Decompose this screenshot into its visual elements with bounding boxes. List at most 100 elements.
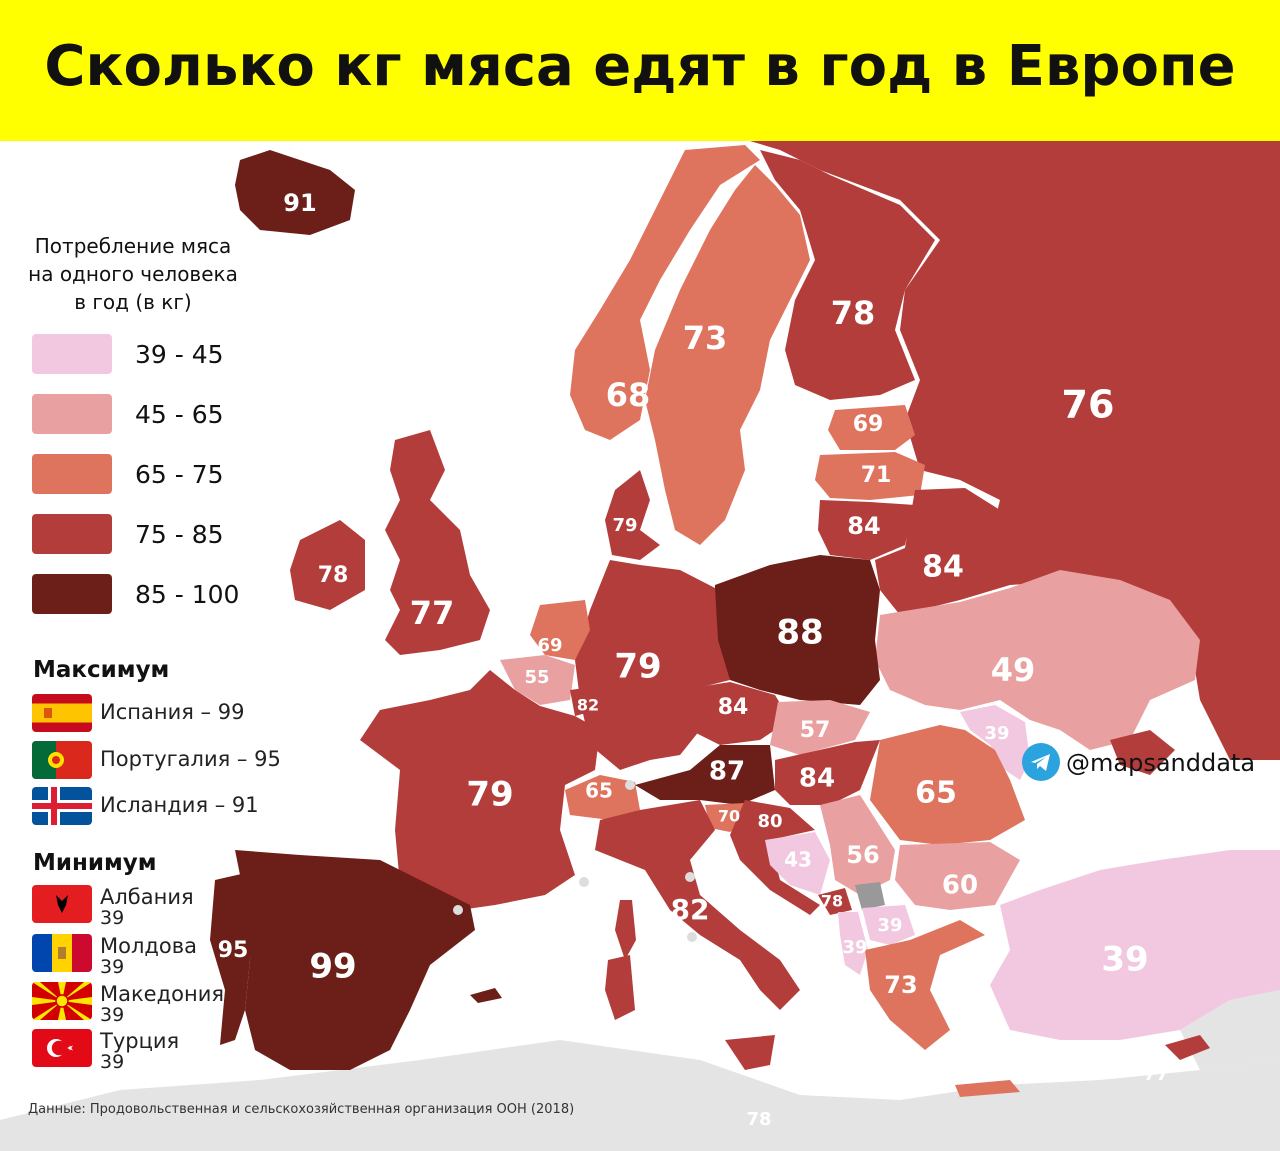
value-russia: 76 xyxy=(1062,383,1115,427)
moldova-flag-icon xyxy=(32,934,92,972)
source-note: Данные: Продовольственная и сельскохозяй… xyxy=(28,1102,575,1117)
country-romania xyxy=(870,725,1025,845)
legend-label: 45 - 65 xyxy=(135,400,224,429)
value-cyprus: 77 xyxy=(1143,1064,1168,1085)
country-portugal xyxy=(210,872,258,1045)
value-albania: 39 xyxy=(842,937,867,958)
country-denmark xyxy=(605,470,660,560)
country-norway xyxy=(570,145,760,440)
europe-map: 91 78 77 68 73 78 76 69 71 84 84 79 69 5… xyxy=(0,141,1280,1151)
value-montenegro: 78 xyxy=(821,892,843,911)
country-slovakia xyxy=(770,700,870,755)
legend-title-line: на одного человека xyxy=(28,262,238,286)
island-sicily xyxy=(725,1035,775,1070)
country-macedonia xyxy=(862,905,915,945)
value-norway: 68 xyxy=(606,376,651,414)
value-turkey: 39 xyxy=(1101,940,1148,980)
country-ukraine xyxy=(875,570,1200,750)
city-dot xyxy=(453,905,463,915)
value-hungary: 84 xyxy=(799,764,835,794)
crimea-region xyxy=(1110,730,1175,775)
legend-title-line: Потребление мяса xyxy=(34,234,232,258)
island-sardinia xyxy=(605,955,635,1020)
legend-swatch xyxy=(32,574,112,614)
value-france: 79 xyxy=(466,775,513,815)
legend-label: 65 - 75 xyxy=(135,460,224,489)
country-greece xyxy=(865,920,985,1050)
country-cyprus xyxy=(1165,1035,1210,1060)
min-entry-value: 39 xyxy=(100,907,125,929)
value-netherlands: 69 xyxy=(537,635,562,656)
title-banner: Сколько кг мяса едят в год в Европе xyxy=(0,0,1280,141)
country-estonia xyxy=(828,405,915,450)
credit-handle: @mapsanddata xyxy=(1066,749,1256,777)
value-ireland: 78 xyxy=(318,563,349,588)
island-balearic xyxy=(470,988,502,1003)
macedonia-flag-icon xyxy=(32,982,92,1020)
country-italy xyxy=(595,800,800,1010)
value-bosnia: 43 xyxy=(784,848,812,872)
value-portugal: 95 xyxy=(218,938,249,963)
country-uk xyxy=(385,430,490,655)
value-malta: 78 xyxy=(746,1109,771,1130)
page-title: Сколько кг мяса едят в год в Европе xyxy=(44,34,1236,99)
minimum-heading: Минимум xyxy=(33,850,157,876)
country-austria xyxy=(635,745,775,805)
legend-label: 85 - 100 xyxy=(135,580,240,609)
value-sweden: 73 xyxy=(683,319,728,357)
max-entry-label: Исландия – 91 xyxy=(100,793,259,817)
value-slovenia: 70 xyxy=(718,807,740,826)
value-denmark: 79 xyxy=(612,515,637,536)
min-entry-name: Молдова xyxy=(100,934,198,958)
value-lithuania: 84 xyxy=(847,512,880,540)
value-moldova: 39 xyxy=(984,723,1009,744)
country-lithuania xyxy=(818,500,915,560)
max-entry-label: Португалия – 95 xyxy=(100,747,281,771)
telegram-icon xyxy=(1022,743,1060,781)
value-macedonia: 39 xyxy=(877,915,902,936)
city-dot xyxy=(625,780,635,790)
country-belgium xyxy=(500,655,575,705)
legend-title-line: в год (в кг) xyxy=(74,290,192,314)
min-entry-name: Албания xyxy=(100,885,194,909)
legend-label: 75 - 85 xyxy=(135,520,224,549)
value-serbia: 56 xyxy=(846,841,879,869)
legend-swatch xyxy=(32,394,112,434)
country-france xyxy=(360,670,600,910)
value-estonia: 69 xyxy=(853,412,884,437)
country-albania xyxy=(838,912,868,975)
legend-swatch xyxy=(32,334,112,374)
value-luxembourg: 82 xyxy=(577,696,599,715)
country-spain xyxy=(235,850,475,1070)
value-poland: 88 xyxy=(776,613,823,653)
turkey-flag-icon xyxy=(32,1029,92,1067)
city-dot xyxy=(579,877,589,887)
country-turkey xyxy=(990,850,1280,1040)
portugal-flag-icon xyxy=(32,741,92,779)
country-serbia xyxy=(820,795,895,895)
max-entry-label: Испания – 99 xyxy=(100,700,245,724)
country-hungary xyxy=(775,740,880,805)
value-latvia: 71 xyxy=(861,463,892,488)
value-greece: 73 xyxy=(884,971,917,999)
value-austria: 87 xyxy=(709,757,745,787)
value-finland: 78 xyxy=(831,294,876,332)
island-crete xyxy=(955,1080,1020,1097)
value-uk: 77 xyxy=(410,594,455,632)
value-spain: 99 xyxy=(309,947,356,987)
north-africa-land xyxy=(0,1040,1280,1151)
min-entry-value: 39 xyxy=(100,1051,125,1073)
min-entry-value: 39 xyxy=(100,956,125,978)
country-sweden xyxy=(645,165,810,545)
value-slovakia: 57 xyxy=(800,718,831,743)
city-dot xyxy=(685,872,695,882)
value-belgium: 55 xyxy=(524,667,549,688)
legend-label: 39 - 45 xyxy=(135,340,224,369)
value-italy: 82 xyxy=(671,893,710,926)
spain-flag-icon xyxy=(32,694,92,732)
island-corsica xyxy=(615,900,636,960)
country-belarus xyxy=(875,488,1025,615)
value-croatia: 80 xyxy=(757,811,782,832)
country-poland xyxy=(715,555,880,705)
country-bosnia xyxy=(765,832,830,895)
